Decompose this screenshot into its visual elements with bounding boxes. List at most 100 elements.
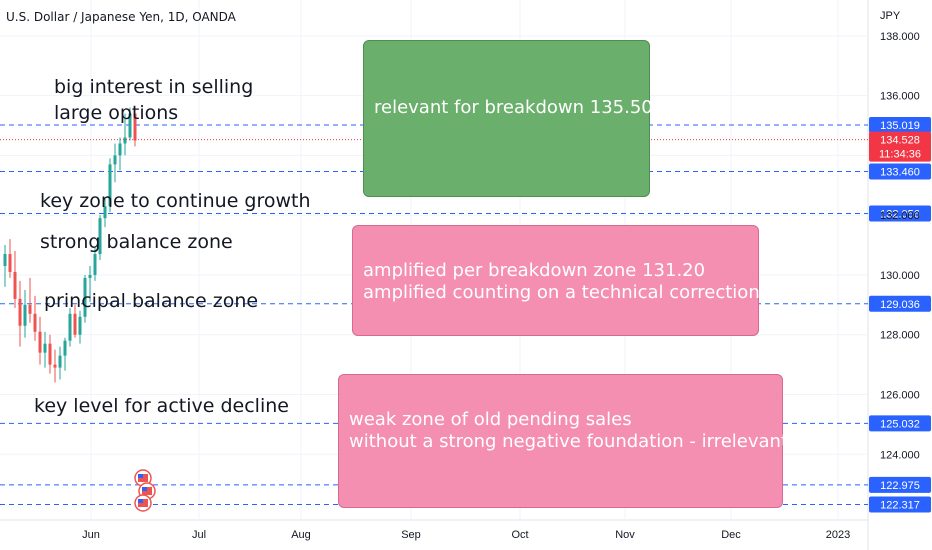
us-event-icons[interactable] bbox=[134, 469, 156, 512]
candle-body bbox=[108, 164, 112, 207]
candle-body bbox=[88, 274, 92, 278]
candle-body bbox=[38, 331, 42, 353]
level-label: 125.032 bbox=[880, 418, 920, 430]
us-flag-icon[interactable] bbox=[134, 494, 152, 512]
x-tick-label: Nov bbox=[615, 529, 635, 541]
x-tick-label: Dec bbox=[721, 529, 741, 541]
level-label: 122.975 bbox=[880, 480, 920, 492]
y-tick-label: 128.000 bbox=[880, 330, 920, 342]
last-price-label-bg bbox=[869, 131, 931, 162]
amplified-zone-line1: amplified per breakdown zone 131.20 bbox=[363, 260, 706, 281]
symbol-title[interactable]: U.S. Dollar / Japanese Yen, 1D, OANDA bbox=[6, 10, 236, 24]
candle-body bbox=[103, 206, 107, 219]
candle-body bbox=[73, 313, 77, 335]
last-price-value: 134.528 bbox=[880, 135, 920, 147]
price-axis[interactable]: 138.000136.000134.000132.000130.000128.0… bbox=[880, 10, 920, 461]
x-tick-label: Jun bbox=[82, 529, 100, 541]
y-tick-label: 126.000 bbox=[880, 389, 920, 401]
candle-body bbox=[33, 313, 37, 332]
candle bbox=[113, 143, 117, 183]
candle-body bbox=[83, 277, 87, 317]
level-label-bg bbox=[869, 476, 931, 493]
candle-body bbox=[93, 254, 97, 275]
annotation-interest-line1: big interest in selling bbox=[54, 76, 254, 98]
level-label: 122.317 bbox=[880, 500, 920, 512]
candle bbox=[18, 280, 22, 347]
candle bbox=[108, 158, 112, 213]
candle-body bbox=[23, 304, 27, 326]
candle bbox=[98, 215, 102, 260]
level-label: 133.460 bbox=[880, 167, 920, 179]
weak-zone-box[interactable]: weak zone of old pending sales without a… bbox=[338, 374, 789, 508]
candle bbox=[38, 316, 42, 365]
candle-body bbox=[58, 355, 62, 368]
candle bbox=[58, 346, 62, 380]
candle-body bbox=[128, 113, 132, 138]
candle-body bbox=[28, 304, 32, 314]
candle bbox=[68, 307, 72, 347]
annotation-principal-balance: principal balance zone bbox=[44, 290, 259, 312]
x-tick-label: Aug bbox=[291, 529, 311, 541]
candle-body bbox=[13, 271, 17, 299]
x-tick-label: Jul bbox=[192, 529, 206, 541]
candle bbox=[88, 265, 92, 302]
y-tick-label: 130.000 bbox=[880, 270, 920, 282]
candle-body bbox=[68, 313, 72, 341]
candles bbox=[3, 107, 137, 383]
candle bbox=[53, 349, 57, 383]
candle bbox=[73, 304, 77, 338]
candle-body bbox=[98, 218, 102, 255]
level-label: 135.019 bbox=[880, 120, 920, 132]
annotation-key-zone: key zone to continue growth bbox=[40, 190, 311, 212]
candle-body bbox=[133, 113, 137, 141]
currency-label: JPY bbox=[880, 10, 901, 22]
weak-zone-line2: without a strong negative foundation - i… bbox=[349, 431, 789, 452]
amplified-zone-box[interactable]: amplified per breakdown zone 131.20 ampl… bbox=[352, 225, 760, 336]
relevant-breakdown-box[interactable]: relevant for breakdown 135.50 bbox=[363, 40, 653, 197]
y-tick-label: 124.000 bbox=[880, 449, 920, 461]
level-label-bg bbox=[869, 295, 931, 312]
candle-body bbox=[18, 298, 22, 326]
time-axis[interactable]: Jun Jul Aug Sep Oct Nov Dec 2023 bbox=[82, 529, 850, 541]
level-label: 132.056 bbox=[880, 208, 920, 220]
candle bbox=[83, 274, 87, 323]
candle-body bbox=[8, 254, 12, 272]
candle bbox=[43, 331, 47, 368]
annotation-key-level: key level for active decline bbox=[34, 395, 289, 417]
level-label-bg bbox=[869, 496, 931, 513]
candle bbox=[78, 310, 82, 344]
x-tick-label: 2023 bbox=[826, 529, 850, 541]
candle bbox=[128, 107, 132, 141]
amplified-zone-line2: amplified counting on a technical correc… bbox=[363, 282, 760, 303]
candle bbox=[48, 334, 52, 374]
candle bbox=[3, 245, 7, 287]
y-tick-label: 132.000 bbox=[880, 210, 920, 222]
level-label-bg bbox=[869, 116, 931, 133]
candle bbox=[13, 251, 17, 308]
last-price-countdown: 11:34:36 bbox=[879, 149, 921, 161]
candle bbox=[103, 197, 107, 228]
level-label-bg bbox=[869, 415, 931, 432]
candle bbox=[33, 295, 37, 341]
candle bbox=[28, 277, 32, 323]
candle bbox=[63, 337, 67, 371]
candle bbox=[123, 113, 127, 156]
flag-canton bbox=[138, 499, 143, 503]
x-tick-label: Oct bbox=[511, 529, 528, 541]
candle-body bbox=[113, 155, 117, 165]
candle-body bbox=[48, 343, 52, 365]
candle bbox=[118, 137, 122, 171]
level-label: 129.036 bbox=[880, 299, 920, 311]
candle-body bbox=[78, 316, 82, 335]
candle-body bbox=[63, 340, 67, 356]
last-price-marker: 134.528 11:34:36 bbox=[0, 131, 931, 162]
level-label-bg bbox=[869, 163, 931, 180]
candle-body bbox=[43, 343, 47, 353]
x-tick-label: Sep bbox=[401, 529, 421, 541]
y-tick-label: 136.000 bbox=[880, 91, 920, 103]
candle-body bbox=[123, 137, 127, 144]
candle bbox=[93, 248, 97, 281]
flag-canton bbox=[138, 474, 143, 478]
candle bbox=[8, 239, 12, 278]
weak-zone-line1: weak zone of old pending sales bbox=[349, 409, 632, 430]
